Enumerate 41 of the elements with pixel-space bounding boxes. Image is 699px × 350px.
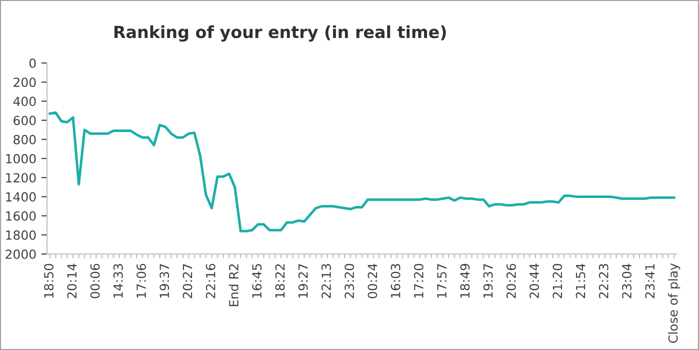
y-tick-label: 1400 xyxy=(6,192,36,202)
y-tick-label: 600 xyxy=(14,116,36,126)
x-tick-label: 00:24 xyxy=(368,264,378,298)
line-series xyxy=(48,111,676,232)
chart-title: Ranking of your entry (in real time) xyxy=(114,25,446,42)
x-tick-label: 20:27 xyxy=(182,264,192,298)
x-tick-label: 17:20 xyxy=(414,264,424,298)
x-tick-label: 20:26 xyxy=(506,264,516,298)
x-tick-label: 19:37 xyxy=(160,264,170,298)
x-tick-label: 22:13 xyxy=(321,264,331,298)
y-tick-label: 1200 xyxy=(6,173,36,183)
y-tick-label: 1000 xyxy=(6,154,36,164)
x-tick-label: 21:54 xyxy=(576,264,586,298)
x-tick-label: 23:20 xyxy=(344,264,354,298)
x-tick-label: 17:06 xyxy=(136,264,146,298)
x-tick-label: 16:45 xyxy=(252,264,262,298)
y-tick-label: 0 xyxy=(29,58,36,68)
x-tick-label: 19:37 xyxy=(483,264,493,298)
x-tick-label: 18:50 xyxy=(44,264,54,298)
y-tick-label: 1600 xyxy=(6,211,36,221)
x-tick-label: 22:23 xyxy=(598,264,608,298)
x-tick-label: 23:04 xyxy=(622,264,632,298)
y-tick-label: 400 xyxy=(13,96,36,106)
x-tick-label: 20:14 xyxy=(67,264,77,298)
y-tick-label: 1800 xyxy=(6,230,36,240)
x-tick-label: 00:06 xyxy=(90,264,100,298)
x-tick-label: 20:44 xyxy=(530,264,540,298)
y-tick-label: 800 xyxy=(14,134,36,144)
x-tick-label: 21:20 xyxy=(552,264,562,298)
x-tick-label: 17:57 xyxy=(437,264,447,298)
x-tick-label: 19:27 xyxy=(298,264,308,298)
x-tick-label: 22:16 xyxy=(206,264,216,298)
y-tick-label: 200 xyxy=(14,78,36,88)
x-tick-label: 23:41 xyxy=(645,264,655,298)
x-tick-label: 18:49 xyxy=(460,264,470,298)
x-tick-label: 14:33 xyxy=(113,264,123,298)
x-tick-label: 18:22 xyxy=(275,264,285,298)
x-tick-label: End R2 xyxy=(228,264,238,306)
x-tick-label: 16:03 xyxy=(390,264,400,298)
x-tick-label: Close of play xyxy=(668,263,680,343)
y-tick-label: 2000 xyxy=(6,249,36,259)
